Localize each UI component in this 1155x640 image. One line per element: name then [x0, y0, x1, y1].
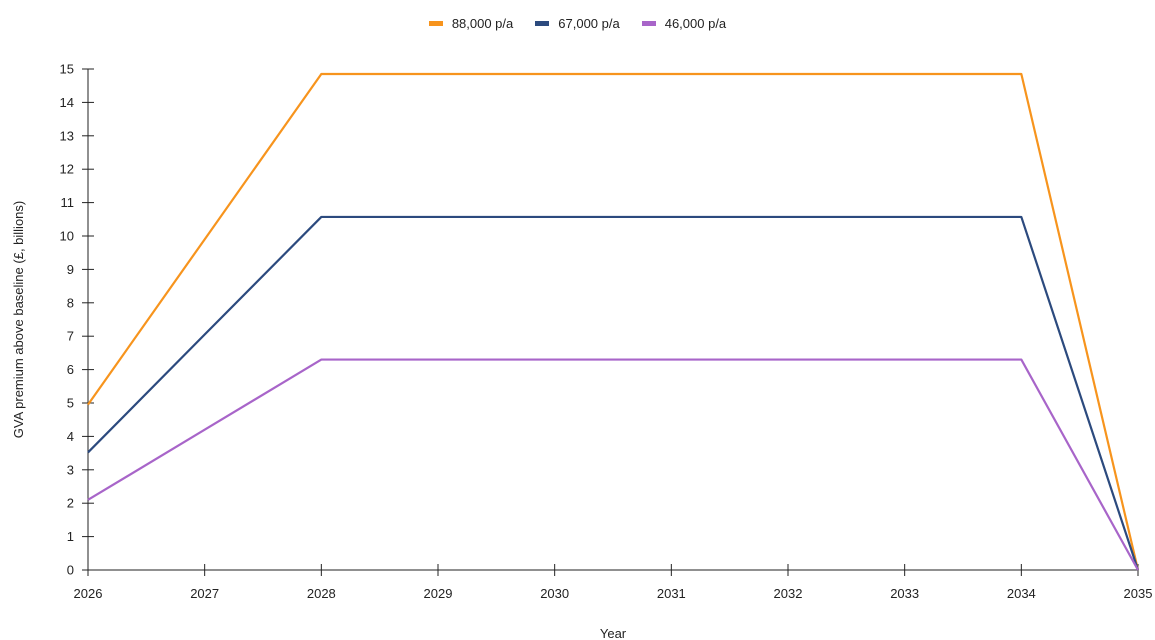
y-tick-label: 15	[60, 62, 74, 77]
y-tick-label: 6	[67, 362, 74, 377]
y-tick-label: 5	[67, 396, 74, 411]
x-tick-label: 2035	[1124, 586, 1153, 601]
series-line-1	[87, 215, 1140, 571]
y-tick-label: 8	[67, 295, 74, 310]
legend-item-67000[interactable]: 67,000 p/a	[535, 16, 620, 31]
legend-label-67000: 67,000 p/a	[558, 16, 620, 31]
y-tick-label: 2	[67, 496, 74, 511]
x-tick-label: 2029	[424, 586, 453, 601]
legend-item-46000[interactable]: 46,000 p/a	[641, 16, 727, 31]
legend-label-46000: 46,000 p/a	[664, 16, 727, 31]
series-line-2	[87, 358, 1139, 571]
series-line-0	[87, 72, 1140, 571]
legend-item-88000[interactable]: 88,000 p/a	[428, 16, 514, 31]
x-tick-label: 2031	[657, 586, 686, 601]
legend-swatch-67000	[535, 21, 550, 26]
y-tick-label: 9	[67, 262, 74, 277]
x-tick-label: 2030	[540, 586, 569, 601]
x-tick-label: 2027	[190, 586, 219, 601]
y-tick-label: 7	[67, 329, 74, 344]
chart-series	[87, 72, 1140, 571]
y-tick-label: 3	[67, 462, 74, 477]
y-tick-label: 0	[67, 563, 74, 578]
y-tick-label: 1	[67, 529, 74, 544]
legend-swatch-46000	[641, 21, 656, 26]
y-tick-label: 11	[61, 195, 75, 210]
y-tick-label: 10	[60, 229, 74, 244]
y-axis-title: GVA premium above baseline (£, billions)	[11, 201, 26, 439]
legend-swatch-88000	[428, 21, 443, 26]
legend-label-88000: 88,000 p/a	[451, 16, 514, 31]
y-tick-label: 14	[60, 95, 74, 110]
x-tick-label: 2033	[890, 586, 919, 601]
x-tick-label: 2028	[307, 586, 336, 601]
y-tick-label: 12	[60, 162, 74, 177]
y-tick-label: 4	[67, 429, 74, 444]
x-tick-label: 2034	[1007, 586, 1036, 601]
x-tick-label: 2026	[74, 586, 103, 601]
y-tick-label: 13	[60, 128, 74, 143]
chart-legend: 88,000 p/a 67,000 p/a 46,000 p/a	[0, 16, 1155, 31]
x-tick-label: 2032	[774, 586, 803, 601]
x-axis-title: Year	[600, 626, 627, 640]
